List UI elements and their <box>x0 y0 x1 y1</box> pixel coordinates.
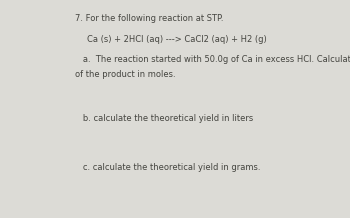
Text: c. calculate the theoretical yield in grams.: c. calculate the theoretical yield in gr… <box>75 164 260 172</box>
Text: Ca (s) + 2HCl (aq) ---> CaCl2 (aq) + H2 (g): Ca (s) + 2HCl (aq) ---> CaCl2 (aq) + H2 … <box>87 35 266 44</box>
Text: of the product in moles.: of the product in moles. <box>75 70 175 79</box>
Text: b. calculate the theoretical yield in liters: b. calculate the theoretical yield in li… <box>75 114 253 123</box>
Text: 7. For the following reaction at STP.: 7. For the following reaction at STP. <box>75 14 223 23</box>
Text: a.  The reaction started with 50.0g of Ca in excess HCl. Calculate the theoretic: a. The reaction started with 50.0g of Ca… <box>75 54 350 64</box>
